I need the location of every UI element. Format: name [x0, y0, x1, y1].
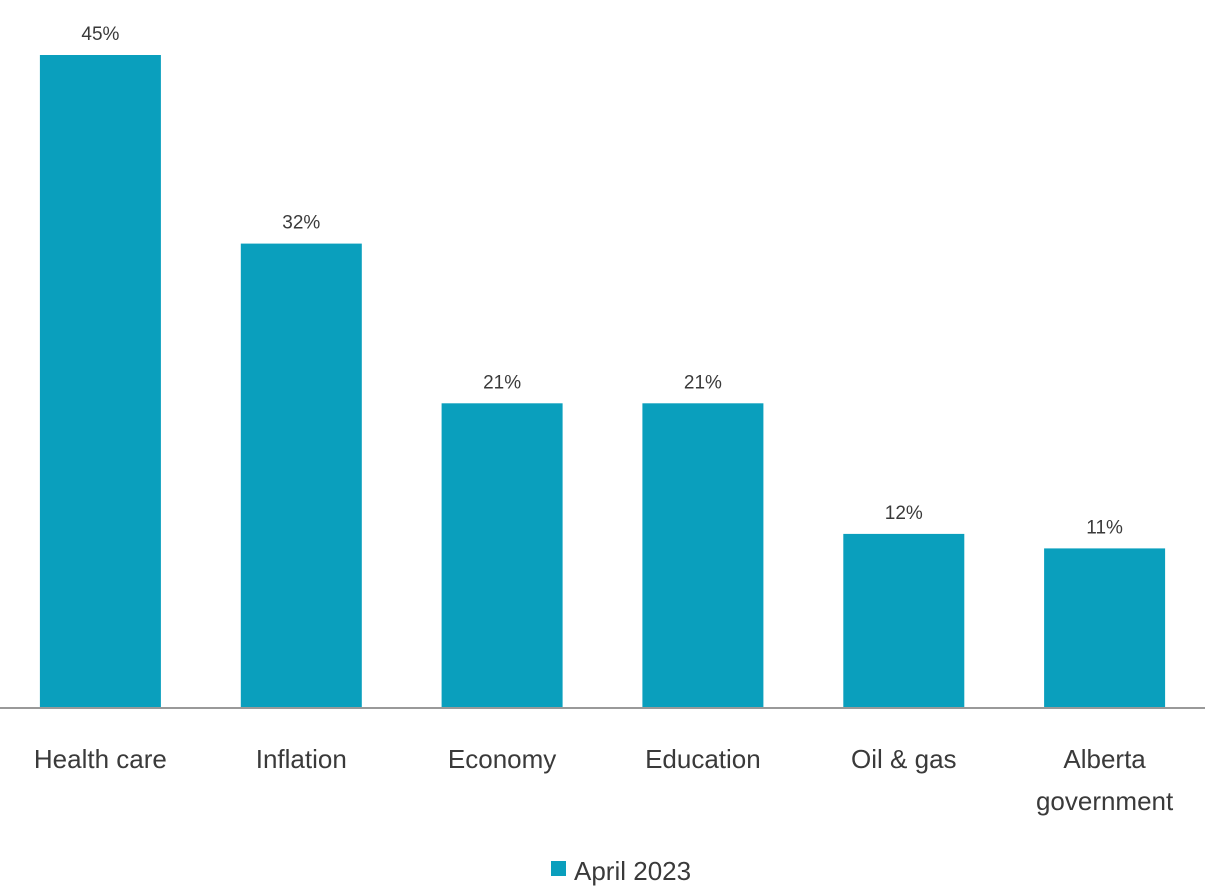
bar-health-care [39, 55, 161, 708]
bar-alberta-government [1044, 548, 1166, 708]
category-label: Inflation [256, 744, 347, 774]
data-label: 45% [81, 24, 119, 45]
data-label: 11% [1086, 517, 1123, 538]
category-labels-layer: Health care Inflation Economy Education Oil … [34, 744, 1174, 816]
category-label: Alberta government [1036, 744, 1174, 816]
data-label: 12% [885, 503, 923, 524]
category-label: Oil & gas [851, 744, 957, 774]
category-label: Economy [448, 744, 556, 774]
data-label: 21% [483, 372, 521, 393]
legend-swatch [551, 861, 566, 876]
bar-education [642, 403, 764, 708]
data-label: 21% [684, 372, 722, 393]
bar-inflation [240, 243, 362, 708]
bars-layer [39, 55, 1166, 708]
bar-economy [441, 403, 563, 708]
legend-label: April 2023 [574, 856, 691, 886]
category-label: Education [645, 744, 761, 774]
data-label: 32% [282, 213, 320, 234]
legend: April 2023 [551, 856, 691, 886]
category-label: Health care [34, 744, 167, 774]
bar-oil-gas [843, 533, 965, 708]
value-labels-layer: 45% 32% 21% 21% 12% 11% [81, 24, 1123, 538]
